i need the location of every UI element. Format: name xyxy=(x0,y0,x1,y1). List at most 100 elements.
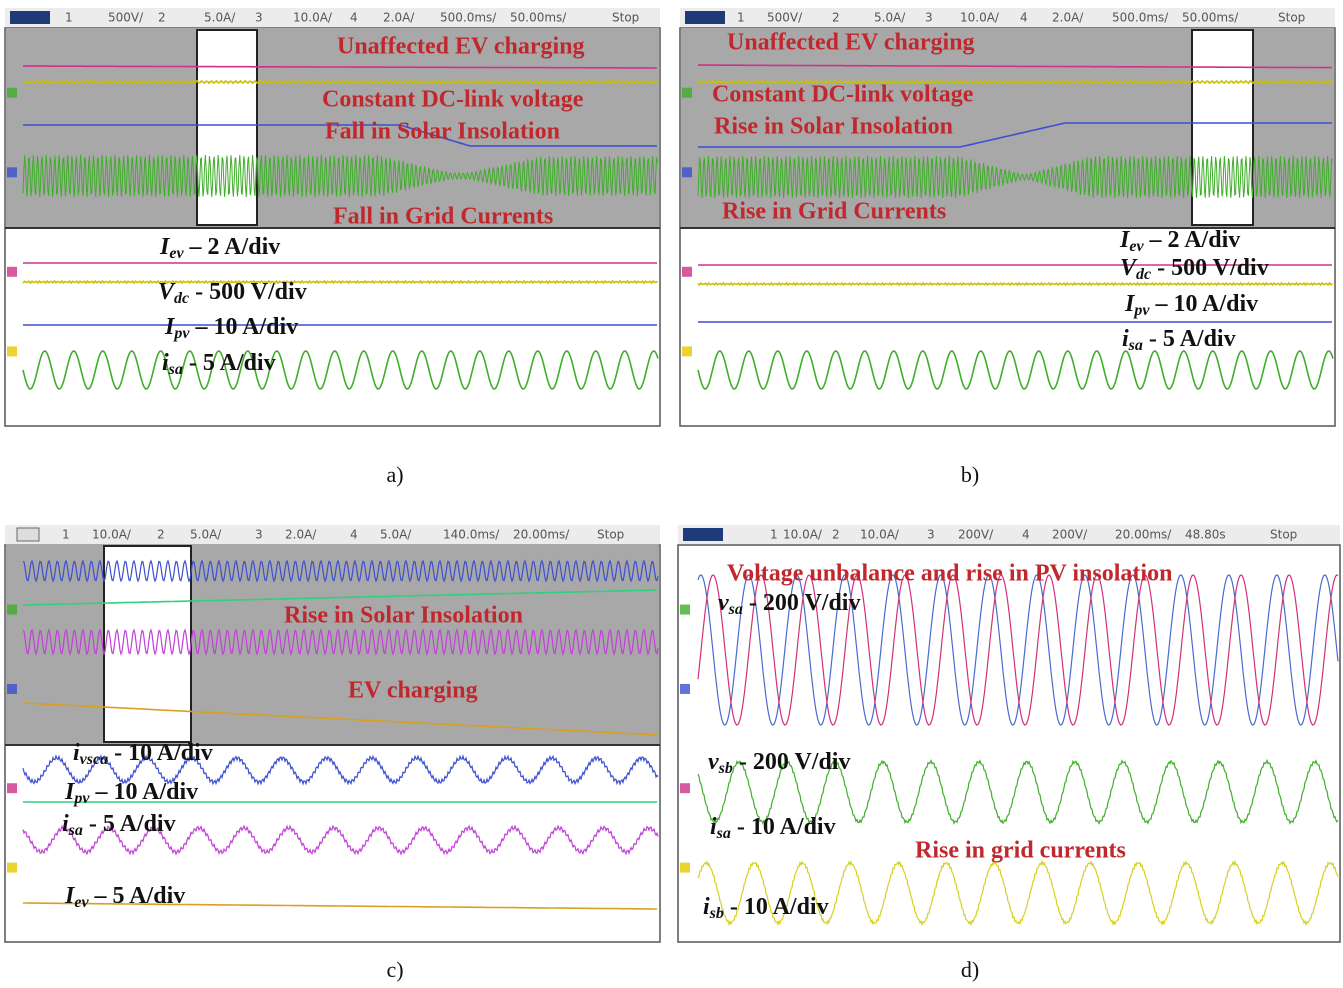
trace-subscript: sb xyxy=(718,760,733,777)
channel-marker xyxy=(682,167,692,177)
figure: 1 500V/2 5.0A/3 10.0A/4 2.0A/500.0ms/50.00ms… xyxy=(0,0,1343,988)
header-setting: 5.0A/ xyxy=(204,11,236,25)
channel-number: 1 xyxy=(65,11,73,25)
channel-marker xyxy=(680,863,690,873)
channel-number: 3 xyxy=(925,11,933,25)
trace-subscript: dc xyxy=(174,290,189,307)
channel-marker xyxy=(682,88,692,98)
waveform xyxy=(23,281,658,283)
trace-subscript: sa xyxy=(728,601,743,618)
channel-marker xyxy=(680,684,690,694)
header-setting: 50.00ms/ xyxy=(510,11,567,25)
trace-scale: - 10 A/div xyxy=(724,894,829,920)
trace-scale: – 2 A/div xyxy=(1144,227,1241,253)
trace-scale: – 5 A/div xyxy=(89,883,186,909)
channel-number: 4 xyxy=(350,528,358,542)
annotation: Unaffected EV charging xyxy=(337,34,585,60)
trace-scale: - 5 A/div xyxy=(1143,326,1236,352)
header-setting: Stop xyxy=(1278,11,1305,25)
trace-subscript: pv xyxy=(1132,302,1150,319)
channel-marker xyxy=(680,783,690,793)
header-setting: 5.0A/ xyxy=(380,528,412,542)
header-setting: 2.0A/ xyxy=(1052,11,1084,25)
channel-number: 3 xyxy=(927,528,935,542)
header-setting: 10.0A/ xyxy=(783,528,823,542)
header-setting: 10.0A/ xyxy=(860,528,900,542)
trace-scale: - 10 A/div xyxy=(731,814,836,840)
annotation: Constant DC-link voltage xyxy=(712,82,974,108)
trace-scale: - 200 V/div xyxy=(733,749,851,775)
trace-scale: - 500 V/div xyxy=(189,279,307,305)
header-setting: Stop xyxy=(1270,528,1297,542)
trace-scale: - 10 A/div xyxy=(108,740,213,766)
channel-marker xyxy=(7,88,17,98)
trace-scale: – 10 A/div xyxy=(1149,291,1258,317)
header-setting: 5.0A/ xyxy=(874,11,906,25)
header-setting: 20.00ms/ xyxy=(1115,528,1172,542)
header-setting: Stop xyxy=(597,528,624,542)
trace-symbol: v xyxy=(708,749,719,775)
channel-number: 1 xyxy=(770,528,778,542)
zoom-window xyxy=(197,30,257,225)
annotation: Fall in Grid Currents xyxy=(333,204,553,230)
channel-number: 2 xyxy=(157,528,165,542)
header-setting: 500.0ms/ xyxy=(440,11,497,25)
header-setting: 200V/ xyxy=(958,528,994,542)
header-setting: 20.00ms/ xyxy=(513,528,570,542)
header-setting: 50.00ms/ xyxy=(1182,11,1239,25)
trace-symbol: v xyxy=(718,590,729,616)
channel-number: 3 xyxy=(255,528,263,542)
header-setting: 2.0A/ xyxy=(383,11,415,25)
trace-subscript: dc xyxy=(1136,266,1151,283)
header-setting: 48.80s xyxy=(1185,528,1226,542)
trace-scale: - 5 A/div xyxy=(183,350,276,376)
trace-subscript: pv xyxy=(172,325,190,342)
trace-subscript: pv xyxy=(72,790,90,807)
channel-marker xyxy=(7,346,17,356)
trace-subscript: sa xyxy=(716,825,731,842)
trace-subscript: vsca xyxy=(80,751,108,768)
channel-number: 2 xyxy=(832,11,840,25)
header-setting: 10.0A/ xyxy=(92,528,132,542)
channel-marker xyxy=(7,267,17,277)
trace-subscript: ev xyxy=(74,894,89,911)
header-setting: 10.0A/ xyxy=(960,11,1000,25)
trace-subscript: sa xyxy=(1128,337,1143,354)
header-setting: 2.0A/ xyxy=(285,528,317,542)
channel-number: 2 xyxy=(832,528,840,542)
header-setting: Stop xyxy=(612,11,639,25)
annotation: Fall in Solar Insolation xyxy=(325,119,560,145)
annotation: EV charging xyxy=(348,678,478,704)
trace-scale: – 10 A/div xyxy=(189,314,298,340)
annotation: Rise in Solar Insolation xyxy=(284,603,523,629)
channel-number: 2 xyxy=(158,11,166,25)
channel-number: 4 xyxy=(1020,11,1028,25)
header-setting: 5.0A/ xyxy=(190,528,222,542)
annotation: Voltage unbalance and rise in PV insolat… xyxy=(727,561,1172,587)
trace-subscript: sb xyxy=(709,905,724,922)
annotation: Unaffected EV charging xyxy=(727,30,975,56)
panel-caption: b) xyxy=(961,462,979,487)
header-setting: 500.0ms/ xyxy=(1112,11,1169,25)
channel-marker xyxy=(7,863,17,873)
trace-subscript: sa xyxy=(68,822,83,839)
channel-number: 3 xyxy=(255,11,263,25)
panel-caption: a) xyxy=(386,462,403,487)
channel-number: 1 xyxy=(737,11,745,25)
trace-scale: - 200 V/div xyxy=(743,590,861,616)
menu-icon xyxy=(17,528,39,541)
run-indicator xyxy=(685,11,725,24)
channel-marker xyxy=(7,167,17,177)
trace-subscript: sa xyxy=(168,361,183,378)
run-indicator xyxy=(10,11,50,24)
trace-scale: - 5 A/div xyxy=(83,811,176,837)
header-setting: 200V/ xyxy=(1052,528,1088,542)
annotation: Rise in Solar Insolation xyxy=(714,114,953,140)
trace-subscript: ev xyxy=(169,245,184,262)
trace-scale: - 500 V/div xyxy=(1151,255,1269,281)
header-setting: 500V/ xyxy=(767,11,803,25)
trace-scale: – 2 A/div xyxy=(184,234,281,260)
header-setting: 500V/ xyxy=(108,11,144,25)
zoom-window xyxy=(104,546,191,742)
header-setting: 10.0A/ xyxy=(293,11,333,25)
